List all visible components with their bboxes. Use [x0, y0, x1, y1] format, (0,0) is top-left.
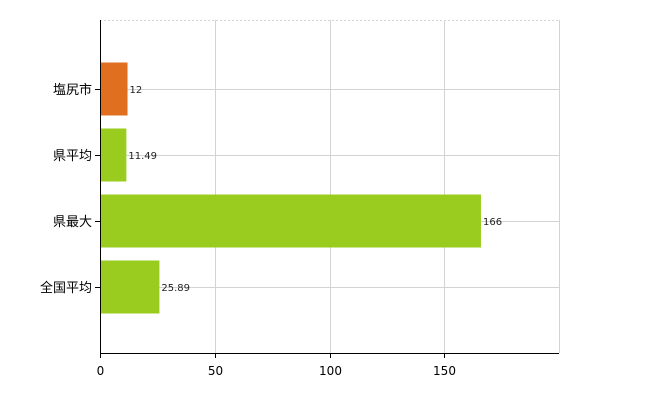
x-tick-label: 100 [319, 364, 342, 378]
category-label: 塩尻市 [53, 82, 92, 98]
bars [101, 62, 481, 314]
x-tick-label: 0 [97, 364, 105, 378]
data-label: 166 [483, 217, 502, 228]
data-label: 12 [130, 85, 143, 96]
x-tick-label: 50 [208, 364, 223, 378]
labels: 0 50 100 150 塩尻市 12 県平均 11.49 県最大 166 全国平均 25.89 [40, 82, 502, 378]
bar [101, 194, 481, 248]
x-tick-label: 150 [433, 364, 456, 378]
data-label: 25.89 [161, 283, 190, 294]
bar [101, 128, 127, 182]
category-label: 県平均 [53, 149, 92, 164]
data-label: 11.49 [128, 151, 157, 162]
category-label: 県最大 [53, 215, 92, 230]
gridlines [100, 20, 560, 353]
axes [95, 20, 559, 358]
bar [101, 260, 160, 314]
bar [101, 62, 128, 116]
category-label: 全国平均 [40, 280, 92, 296]
